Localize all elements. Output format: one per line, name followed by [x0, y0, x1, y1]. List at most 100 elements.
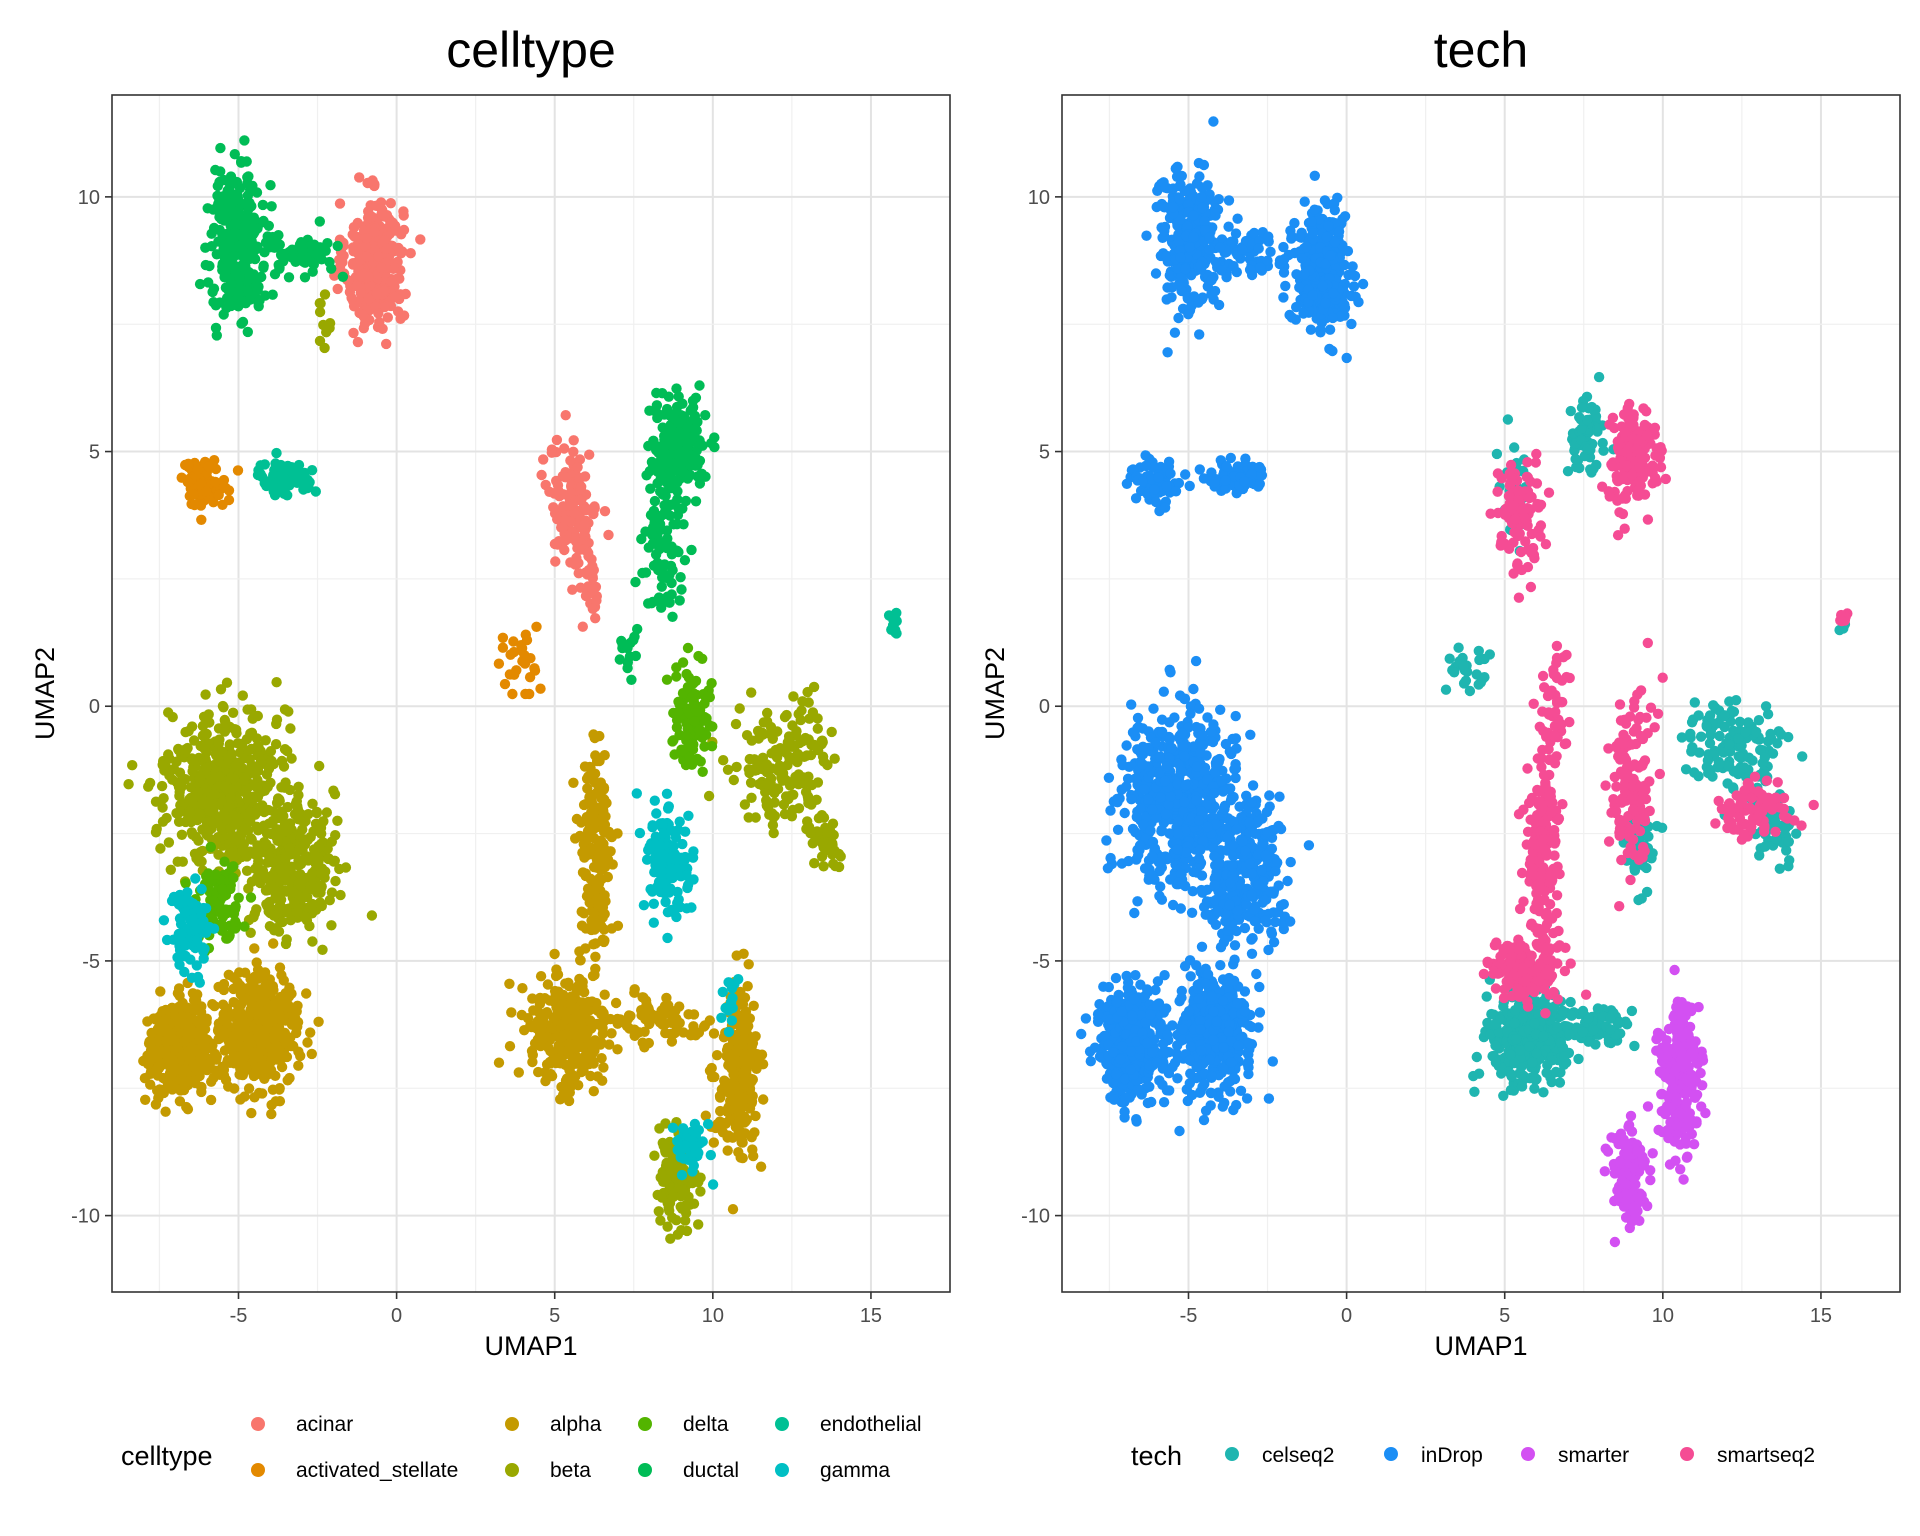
data-point	[680, 826, 691, 837]
data-point	[195, 740, 206, 752]
data-point	[230, 218, 241, 229]
data-point	[217, 999, 229, 1010]
data-point	[680, 851, 691, 863]
data-point	[560, 1075, 572, 1086]
data-point	[706, 678, 717, 689]
data-point	[629, 1030, 640, 1042]
panel-1: -5 0 5 10 15-10-50510UMAP1UMAP2celltypecellt…	[30, 22, 951, 1482]
data-point	[271, 447, 282, 459]
data-point	[208, 283, 220, 294]
data-point	[591, 894, 602, 906]
data-point	[355, 287, 366, 299]
data-point	[274, 262, 285, 273]
data-point	[168, 1066, 179, 1078]
data-point	[189, 791, 200, 802]
legend-key	[775, 1463, 789, 1477]
data-point	[326, 263, 337, 274]
data-point	[730, 718, 742, 730]
data-point	[200, 486, 212, 497]
data-point	[150, 796, 162, 807]
data-point	[253, 741, 264, 752]
data-point	[223, 930, 234, 941]
data-point	[668, 841, 679, 852]
data-point	[781, 709, 792, 721]
data-point	[392, 306, 404, 317]
data-point	[200, 242, 211, 253]
data-point	[616, 635, 627, 647]
data-point	[649, 795, 660, 806]
data-point	[261, 769, 273, 780]
data-point	[293, 1046, 304, 1057]
data-point	[279, 744, 291, 755]
data-point	[196, 514, 207, 525]
data-point	[255, 756, 266, 767]
data-point	[278, 975, 289, 986]
data-point	[689, 431, 700, 442]
data-point	[176, 829, 188, 840]
data-point	[201, 728, 212, 740]
data-point	[676, 1169, 688, 1181]
data-point	[265, 180, 276, 191]
data-point	[218, 978, 230, 990]
data-point	[659, 888, 670, 899]
data-point	[667, 465, 679, 477]
data-point	[672, 432, 683, 443]
data-point	[680, 1200, 691, 1211]
data-point	[576, 920, 588, 931]
data-point	[262, 781, 273, 793]
data-point	[251, 904, 262, 915]
data-point	[652, 867, 664, 878]
data-point	[187, 829, 198, 840]
data-point	[567, 584, 578, 595]
data-point	[179, 895, 190, 907]
data-point	[657, 489, 669, 500]
data-point	[590, 963, 601, 974]
y-tick-label: -5	[82, 951, 100, 973]
data-point	[213, 489, 224, 501]
data-point	[568, 1029, 580, 1040]
data-point	[252, 284, 263, 296]
data-point	[719, 1081, 730, 1092]
data-point	[678, 1153, 689, 1164]
data-point	[240, 264, 251, 275]
data-point	[223, 752, 234, 764]
data-point	[557, 1031, 568, 1043]
data-point	[284, 843, 295, 854]
data-point	[386, 216, 397, 228]
data-point	[192, 971, 204, 983]
series-activated_stellate	[176, 455, 546, 700]
data-point	[645, 483, 656, 494]
data-point	[271, 1040, 282, 1051]
data-point	[890, 627, 901, 638]
data-point	[369, 226, 380, 238]
data-point	[598, 811, 609, 822]
data-point	[643, 844, 654, 856]
data-point	[337, 257, 348, 268]
data-point	[293, 814, 304, 825]
data-point	[330, 875, 341, 887]
data-point	[335, 889, 346, 901]
data-point	[583, 996, 594, 1008]
data-point	[549, 948, 560, 960]
data-point	[240, 1061, 251, 1072]
data-point	[263, 1059, 275, 1071]
data-point	[259, 1073, 270, 1085]
legend-label: endothelial	[820, 1413, 922, 1436]
data-point	[756, 1049, 768, 1060]
x-tick-label: 15	[860, 1305, 882, 1327]
data-point	[602, 871, 613, 883]
data-point	[783, 793, 794, 805]
data-point	[360, 241, 371, 252]
data-point	[318, 816, 329, 827]
data-point	[726, 1015, 738, 1026]
data-point	[168, 934, 179, 945]
data-point	[357, 309, 369, 321]
data-point	[246, 834, 257, 845]
data-point	[362, 177, 373, 189]
data-point	[745, 777, 757, 788]
data-point	[366, 910, 378, 921]
data-point	[153, 1092, 164, 1104]
data-point	[577, 621, 588, 632]
data-point	[313, 1016, 324, 1027]
data-point	[208, 895, 219, 907]
